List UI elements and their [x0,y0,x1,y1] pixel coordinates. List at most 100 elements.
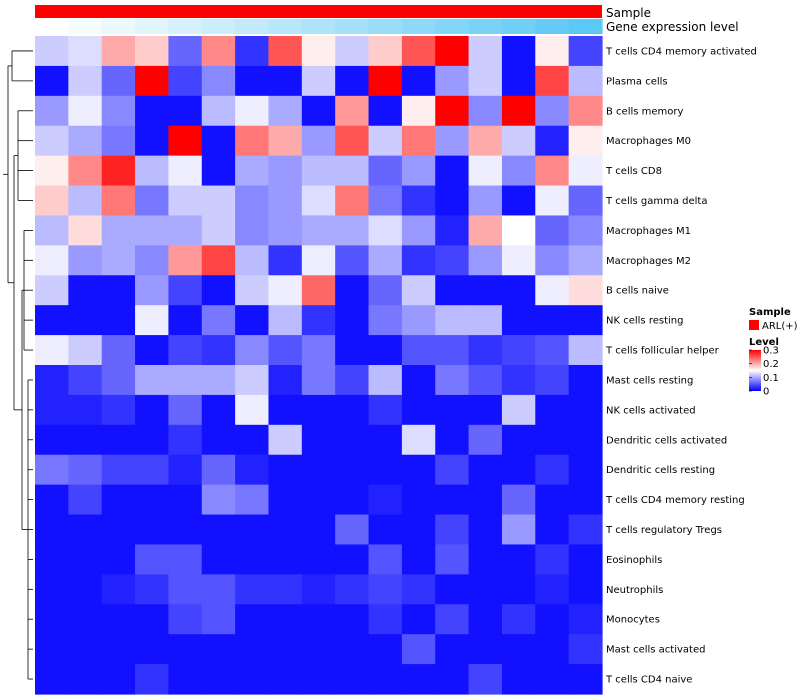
annotation-cell-gene-expression [501,19,536,34]
heatmap-cell [268,275,303,306]
heatmap-cell [401,484,436,516]
heatmap-cell [468,574,503,605]
heatmap-cell [501,245,536,276]
heatmap-cell [168,365,203,396]
row-label-nk-cells-activated: NK cells activated [606,405,696,416]
heatmap-cell [201,454,236,486]
heatmap-cell [301,484,336,516]
heatmap-cell [135,484,170,516]
row-label-neutrophils: Neutrophils [606,585,663,596]
heatmap-cell [535,245,570,276]
heatmap-cell [501,335,536,366]
heatmap-cell [301,604,336,635]
heatmap-cell [468,544,503,575]
heatmap-cell [101,125,136,157]
heatmap-cell [135,454,170,486]
heatmap-cell [135,335,170,366]
heatmap-cell [135,604,170,635]
heatmap-cell [401,394,436,426]
heatmap-cell [335,215,370,246]
heatmap-cell [301,155,336,187]
heatmap-cell [468,454,503,486]
heatmap-cell [301,544,336,575]
heatmap-cell [301,275,336,306]
heatmap-cell [568,155,603,187]
heatmap-cell [468,305,503,336]
heatmap-cell [568,394,603,426]
heatmap-cell [335,335,370,366]
heatmap-cell [268,454,303,486]
heatmap-cell [568,574,603,605]
heatmap-cell [568,664,603,695]
heatmap-cell [68,604,103,635]
heatmap-cell [68,305,103,336]
row-label-t-cells-gamma-delta: T cells gamma delta [605,196,707,207]
heatmap-cell [535,275,570,306]
heatmap-cell [368,275,403,306]
heatmap-cell [301,365,336,396]
heatmap-cell [135,365,170,396]
heatmap-cell [168,95,203,127]
heatmap-cell [335,95,370,127]
heatmap-cell [568,245,603,276]
annotation-cell-gene-expression [435,19,470,34]
heatmap-cell [368,454,403,486]
heatmap-cell [301,424,336,456]
row-labels: T cells CD4 memory activated Plasma cells… [605,47,757,686]
heatmap-cell [68,454,103,486]
heatmap-cell [435,574,470,605]
heatmap-cell [435,335,470,366]
row-label-mast-cells-activated: Mast cells activated [606,645,705,656]
heatmap-cell [235,365,270,396]
heatmap-cell [68,275,103,306]
heatmap-cell [535,36,570,67]
heatmap-cell [435,95,470,127]
heatmap-cell [201,514,236,546]
heatmap-cell [401,365,436,396]
heatmap-cell [68,664,103,695]
heatmap-cell [301,36,336,67]
row-dendrogram [3,50,33,680]
heatmap-cell [68,245,103,276]
annotation-cell-gene-expression [301,19,336,34]
heatmap-cell [235,424,270,456]
heatmap-cell [101,514,136,546]
annotation-label-gene-expression: Gene expression level [606,20,739,34]
heatmap-cell [168,424,203,456]
heatmap-cell [101,36,136,67]
heatmap-cell [168,454,203,486]
heatmap-cell [201,155,236,187]
heatmap-cell [335,664,370,695]
heatmap-cell [68,634,103,665]
heatmap-cell [368,604,403,635]
heatmap-cell [201,245,236,276]
heatmap-cell [335,36,370,67]
heatmap-cell [535,365,570,396]
heatmap-cell [201,604,236,635]
heatmap-cell [568,125,603,157]
heatmap-cell [501,155,536,187]
heatmap-cell [368,215,403,246]
heatmap-cell [535,335,570,366]
heatmap-cell [401,305,436,336]
heatmap-cell [568,185,603,217]
heatmap-cell [368,155,403,187]
heatmap-cell [535,125,570,157]
heatmap-cell [235,574,270,605]
heatmap-cell [368,484,403,516]
heatmap-cell [468,275,503,306]
heatmap-cell [135,65,170,97]
heatmap-cell [335,125,370,157]
heatmap-cell [335,424,370,456]
heatmap-cell [35,245,69,276]
heatmap-cell [335,574,370,605]
heatmap-cell [35,394,69,426]
heatmap-cell [235,544,270,575]
heatmap-cell [468,185,503,217]
heatmap-cell [568,634,603,665]
heatmap-cell [268,394,303,426]
heatmap-cell [335,155,370,187]
heatmap-cell [468,335,503,366]
heatmap-cell [68,365,103,396]
